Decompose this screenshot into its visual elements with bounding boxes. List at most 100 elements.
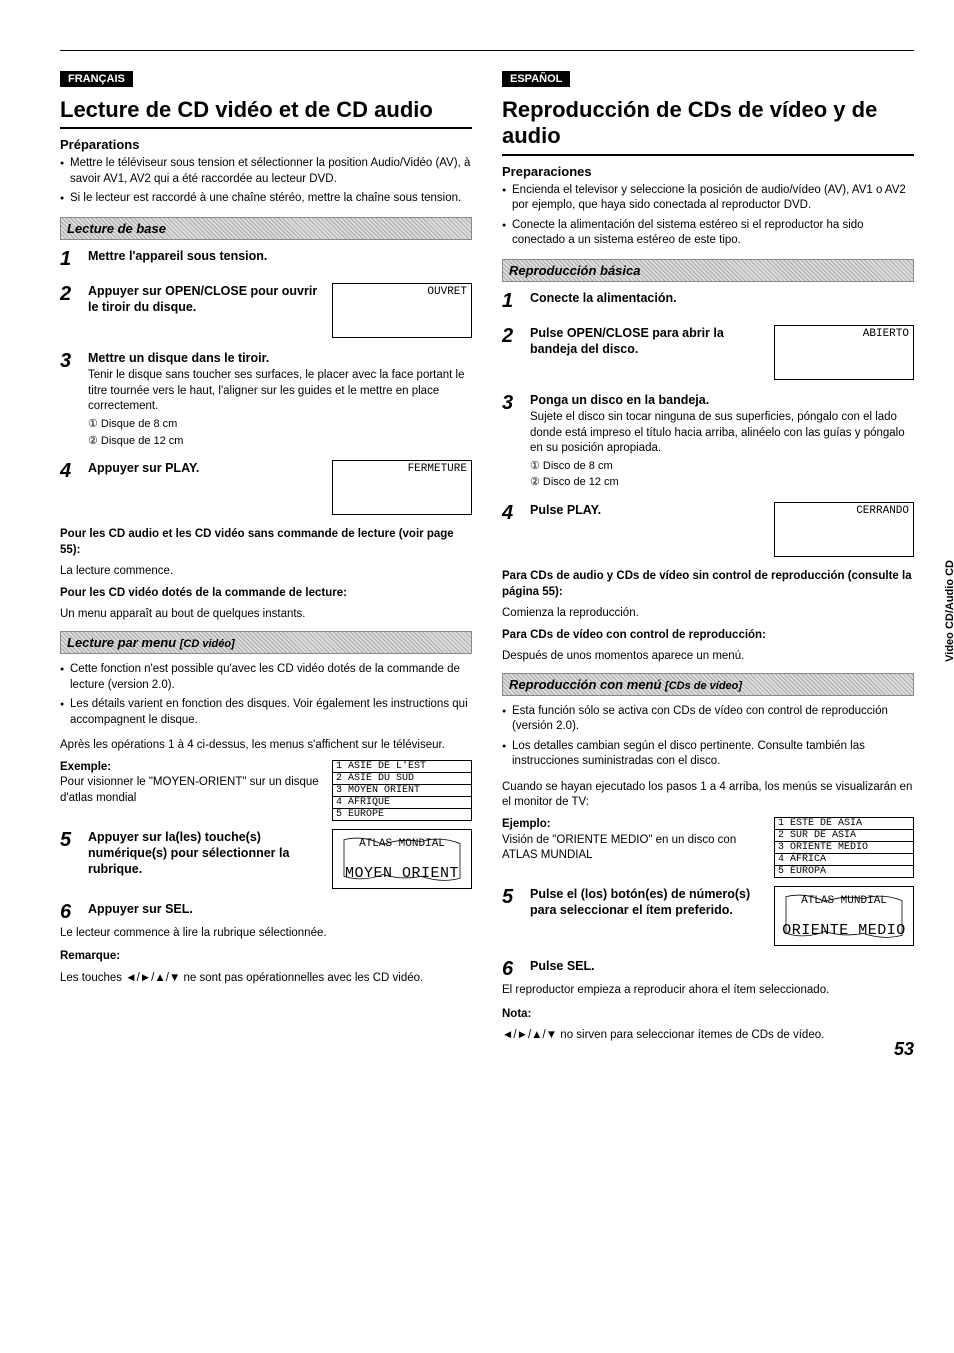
step-desc: Sujete el disco sin tocar ninguna de sus… <box>530 410 914 457</box>
step-1-fr: 1 Mettre l'appareil sous tension. <box>60 248 472 271</box>
step-number: 6 <box>60 901 78 924</box>
step6-desc-fr: Le lecteur commence à lire la rubrique s… <box>60 926 472 942</box>
display-abierto: ABIERTO <box>774 325 914 380</box>
atlas-display-fr: ATLAS MONDIAL MOYEN ORIENT <box>332 829 472 889</box>
step-text: Appuyer sur la(les) touche(s) numérique(… <box>88 829 322 878</box>
menu-bullets-es: Esta función sólo se activa con CDs de v… <box>502 704 914 770</box>
remark-fr: Les touches ◄/►/▲/▼ ne sont pas opératio… <box>60 971 472 987</box>
step-2-es: 2 Pulse OPEN/CLOSE para abrir la bandeja… <box>502 325 914 380</box>
step-number: 1 <box>60 248 78 271</box>
step-number: 1 <box>502 290 520 313</box>
para-bold: Para CDs de audio y CDs de vídeo sin con… <box>502 569 914 600</box>
step-number: 4 <box>502 502 520 557</box>
bullet: Les détails varient en fonction des disq… <box>60 697 472 728</box>
bullet: Los detalles cambian según el disco pert… <box>502 739 914 770</box>
para: Después de unos momentos aparece un menú… <box>502 649 914 665</box>
step-6-es: 6 Pulse SEL. <box>502 958 914 981</box>
step-4-es: 4 Pulse PLAY. CERRANDO <box>502 502 914 557</box>
atlas-title: ATLAS MONDIAL <box>333 838 471 850</box>
example-label: Ejemplo: <box>502 818 551 830</box>
section-band-menu-es: Reproducción con menú [CDs de vídeo] <box>502 673 914 696</box>
step-number: 5 <box>502 886 520 946</box>
step-number: 4 <box>60 460 78 515</box>
para-bold: Para CDs de vídeo con control de reprodu… <box>502 628 914 644</box>
disc-size: ② Disque de 12 cm <box>88 434 472 449</box>
disc-size: ① Disco de 8 cm <box>530 459 914 474</box>
atlas-display-es: ATLAS MUNDIAL ORIENTE MEDIO <box>774 886 914 946</box>
menu-item: 4 ÁFRICA <box>775 854 914 866</box>
top-rule <box>60 50 914 51</box>
step-text: Mettre un disque dans le tiroir. <box>88 350 472 366</box>
step-number: 3 <box>60 350 78 448</box>
step-5-es: 5 Pulse el (los) botón(es) de número(s) … <box>502 886 914 946</box>
step-desc: Tenir le disque sans toucher ses surface… <box>88 368 472 415</box>
after-ops-fr: Après les opérations 1 à 4 ci-dessus, le… <box>60 738 472 754</box>
display-cerrando: CERRANDO <box>774 502 914 557</box>
prep-bullets-es: Encienda el televisor y seleccione la po… <box>502 183 914 249</box>
step-number: 6 <box>502 958 520 981</box>
two-column-layout: FRANÇAIS Lecture de CD vidéo et de CD au… <box>60 71 914 1050</box>
bullet: Conecte la alimentación del sistema esté… <box>502 218 914 249</box>
disc-size: ② Disco de 12 cm <box>530 475 914 490</box>
step-text: Pulse PLAY. <box>530 502 764 518</box>
language-tag-fr: FRANÇAIS <box>60 71 133 87</box>
menu-item: 2 ASIE DU SUD <box>333 772 472 784</box>
menu-item: 1 ESTE DE ASIA <box>775 818 914 830</box>
step-text: Appuyer sur OPEN/CLOSE pour ouvrir le ti… <box>88 283 322 316</box>
bullet: Esta función sólo se activa con CDs de v… <box>502 704 914 735</box>
para: Comienza la reproducción. <box>502 606 914 622</box>
menu-item: 5 EUROPA <box>775 866 914 878</box>
example-text: Visión de "ORIENTE MEDIO" en un disco co… <box>502 834 736 862</box>
language-tag-es: ESPAÑOL <box>502 71 570 87</box>
step-text: Mettre l'appareil sous tension. <box>88 248 472 271</box>
step-text: Ponga un disco en la bandeja. <box>530 392 914 408</box>
menu-table-es: 1 ESTE DE ASIA 2 SUR DE ASIA 3 ORIENTE M… <box>774 817 914 878</box>
menu-item: 4 AFRIQUE <box>333 796 472 808</box>
main-title-es: Reproducción de CDs de vídeo y de audio <box>502 97 914 156</box>
example-row-fr: Exemple: Pour visionner le "MOYEN-ORIENT… <box>60 760 472 821</box>
step-5-fr: 5 Appuyer sur la(les) touche(s) numériqu… <box>60 829 472 889</box>
bullet: Encienda el televisor y seleccione la po… <box>502 183 914 214</box>
band-subtitle: [CDs de vídeo] <box>665 680 742 692</box>
step-2-fr: 2 Appuyer sur OPEN/CLOSE pour ouvrir le … <box>60 283 472 338</box>
step-text: Pulse el (los) botón(es) de número(s) pa… <box>530 886 764 919</box>
para-bold: Pour les CD audio et les CD vidéo sans c… <box>60 527 472 558</box>
band-title: Lecture par menu <box>67 635 176 650</box>
menu-bullets-fr: Cette fonction n'est possible qu'avec le… <box>60 662 472 728</box>
step-1-es: 1 Conecte la alimentación. <box>502 290 914 313</box>
section-band-basic-es: Reproducción básica <box>502 259 914 282</box>
step-text: Conecte la alimentación. <box>530 290 914 313</box>
step-number: 2 <box>60 283 78 338</box>
menu-item: 2 SUR DE ASIA <box>775 830 914 842</box>
left-column: FRANÇAIS Lecture de CD vidéo et de CD au… <box>60 71 472 1050</box>
step-text: Appuyer sur PLAY. <box>88 460 322 476</box>
example-text: Pour visionner le "MOYEN-ORIENT" sur un … <box>60 776 319 804</box>
prep-bullets-fr: Mettre le téléviseur sous tension et sél… <box>60 156 472 207</box>
step-4-fr: 4 Appuyer sur PLAY. FERMETURE <box>60 460 472 515</box>
step-number: 3 <box>502 392 520 490</box>
side-label: Video CD/Audio CD <box>944 560 954 662</box>
step-text: Appuyer sur SEL. <box>88 901 472 924</box>
menu-item: 3 MOYEN ORIENT <box>333 784 472 796</box>
section-band-basic-fr: Lecture de base <box>60 217 472 240</box>
step-3-es: 3 Ponga un disco en la bandeja. Sujete e… <box>502 392 914 490</box>
bullet: Cette fonction n'est possible qu'avec le… <box>60 662 472 693</box>
band-title: Reproducción con menú <box>509 677 661 692</box>
display-ouvret: OUVRET <box>332 283 472 338</box>
remark-heading-fr: Remarque: <box>60 949 472 965</box>
atlas-main: MOYEN ORIENT <box>333 865 471 882</box>
page-number: 53 <box>894 1039 914 1060</box>
menu-item: 3 ORIENTE MEDIO <box>775 842 914 854</box>
prep-heading-fr: Préparations <box>60 137 472 152</box>
menu-item: 1 ASIE DE L'EST <box>333 760 472 772</box>
step-text: Pulse OPEN/CLOSE para abrir la bandeja d… <box>530 325 764 358</box>
right-column: ESPAÑOL Reproducción de CDs de vídeo y d… <box>502 71 914 1050</box>
para-bold: Pour les CD vidéo dotés de la commande d… <box>60 586 472 602</box>
prep-heading-es: Preparaciones <box>502 164 914 179</box>
example-label: Exemple: <box>60 761 111 773</box>
menu-table-fr: 1 ASIE DE L'EST 2 ASIE DU SUD 3 MOYEN OR… <box>332 760 472 821</box>
display-fermeture: FERMETURE <box>332 460 472 515</box>
step-6-fr: 6 Appuyer sur SEL. <box>60 901 472 924</box>
example-row-es: Ejemplo: Visión de "ORIENTE MEDIO" en un… <box>502 817 914 878</box>
remark-es: ◄/►/▲/▼ no sirven para seleccionar íteme… <box>502 1028 914 1044</box>
